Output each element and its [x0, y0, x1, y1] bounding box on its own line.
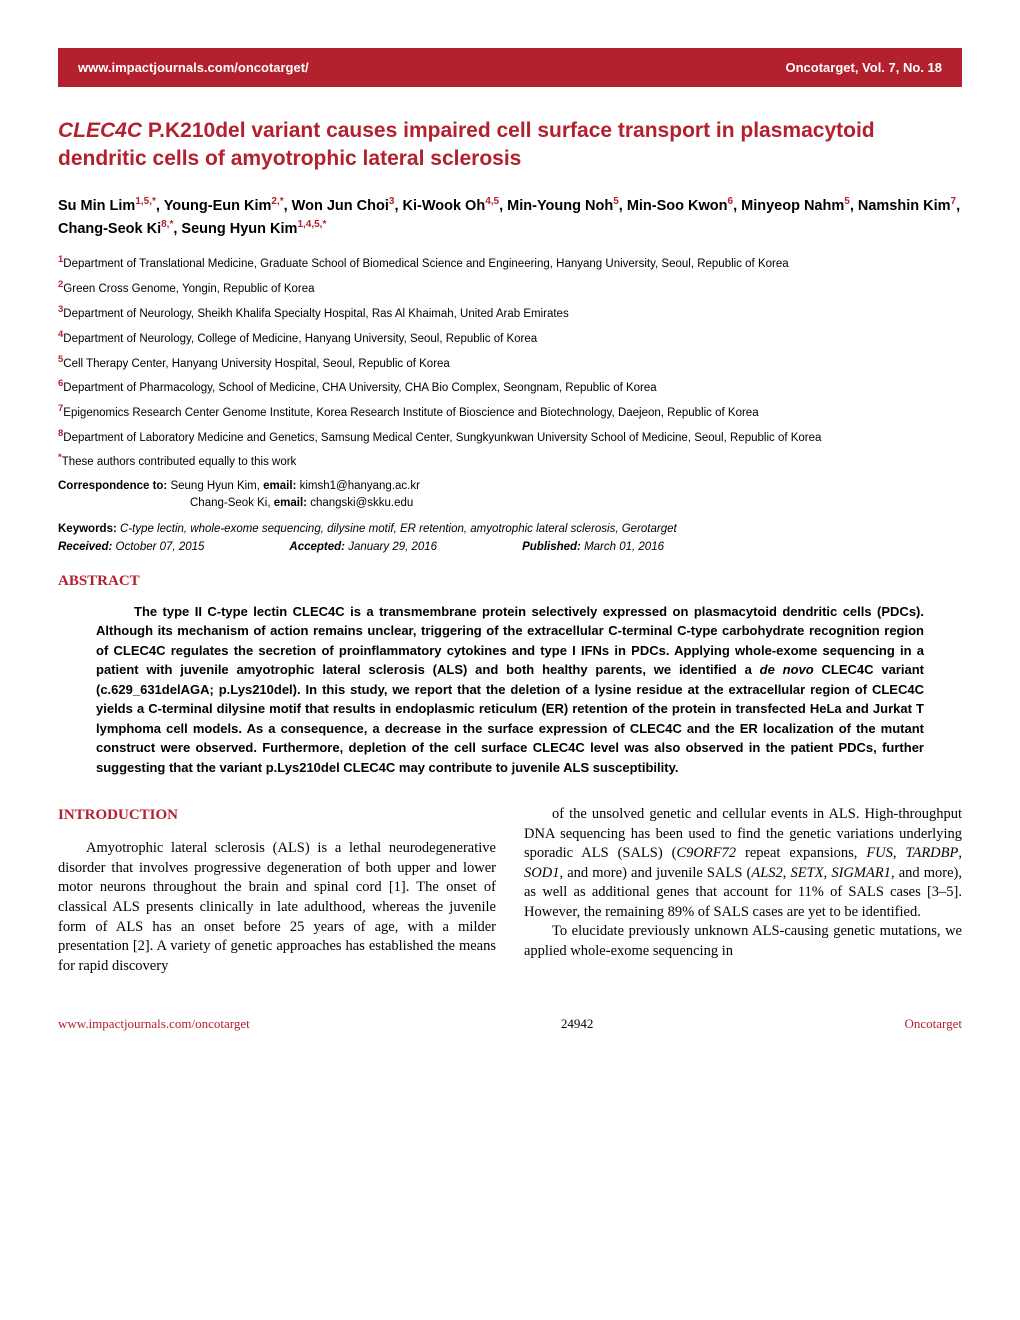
gene-setx: SETX: [791, 865, 824, 881]
page-footer: www.impactjournals.com/oncotarget 24942 …: [58, 1016, 962, 1032]
received-value: October 07, 2015: [112, 541, 204, 553]
date-accepted: Accepted: January 29, 2016: [289, 541, 437, 553]
intro-col2-c: ,: [893, 845, 906, 861]
affiliation: 2Green Cross Genome, Yongin, Republic of…: [58, 278, 962, 297]
accepted-value: January 29, 2016: [345, 541, 437, 553]
gene-fus: FUS: [866, 845, 893, 861]
intro-col2-f: ,: [783, 865, 791, 881]
affiliation-text: Department of Neurology, College of Medi…: [63, 332, 537, 344]
keywords-content: C-type lectin, whole-exome sequencing, d…: [117, 523, 677, 535]
affiliation: 3Department of Neurology, Sheikh Khalifa…: [58, 303, 962, 322]
intro-col2-b: repeat expansions,: [736, 845, 866, 861]
date-received: Received: October 07, 2015: [58, 541, 204, 553]
affiliation: 4Department of Neurology, College of Med…: [58, 328, 962, 347]
affiliation-text: Green Cross Genome, Yongin, Republic of …: [63, 283, 314, 295]
published-value: March 01, 2016: [581, 541, 664, 553]
affiliation-text: Department of Translational Medicine, Gr…: [63, 258, 788, 270]
gene-sigmar1: SIGMAR1: [831, 865, 891, 881]
date-published: Published: March 01, 2016: [522, 541, 664, 553]
author-list: Su Min Lim1,5,*, Young-Eun Kim2,*, Won J…: [58, 194, 962, 241]
footer-url: www.impactjournals.com/oncotarget: [58, 1016, 250, 1032]
abstract-part-b: CLEC4C variant (c.629_631delAGA; p.Lys21…: [96, 662, 924, 775]
intro-col1-p1: Amyotrophic lateral sclerosis (ALS) is a…: [58, 839, 496, 976]
correspondence-line-1: Correspondence to: Seung Hyun Kim, email…: [58, 478, 962, 495]
abstract-denovo: de novo: [760, 662, 814, 677]
email-label-1: email:: [263, 480, 296, 492]
intro-col2-p1: of the unsolved genetic and cellular eve…: [524, 805, 962, 922]
header-bar: www.impactjournals.com/oncotarget/ Oncot…: [58, 48, 962, 87]
title-rest: P.K210del variant causes impaired cell s…: [58, 119, 875, 170]
published-label: Published:: [522, 541, 581, 553]
received-label: Received:: [58, 541, 112, 553]
header-url: www.impactjournals.com/oncotarget/: [78, 60, 309, 75]
footer-journal: Oncotarget: [904, 1016, 962, 1032]
correspondence-label: Correspondence to:: [58, 480, 167, 492]
intro-column-right: of the unsolved genetic and cellular eve…: [524, 805, 962, 976]
affiliation: 1Department of Translational Medicine, G…: [58, 253, 962, 272]
equal-contrib-text: These authors contributed equally to thi…: [62, 456, 297, 468]
abstract-heading: ABSTRACT: [58, 573, 962, 590]
correspondence-name-1: Seung Hyun Kim,: [167, 480, 263, 492]
keywords-label: Keywords:: [58, 523, 117, 535]
page-container: www.impactjournals.com/oncotarget/ Oncot…: [0, 0, 1020, 1072]
dates-block: Received: October 07, 2015 Accepted: Jan…: [58, 541, 962, 553]
correspondence-email-1: kimsh1@hanyang.ac.kr: [296, 480, 420, 492]
equal-contribution-note: *These authors contributed equally to th…: [58, 452, 962, 468]
correspondence-name-2: Chang-Seok Ki,: [190, 497, 274, 509]
intro-col2-p2: To elucidate previously unknown ALS-caus…: [524, 922, 962, 961]
intro-col2-e: , and more) and juvenile SALS (: [559, 865, 751, 881]
intro-col2-d: ,: [958, 845, 962, 861]
affiliation-text: Department of Laboratory Medicine and Ge…: [63, 432, 821, 444]
accepted-label: Accepted:: [289, 541, 345, 553]
article-title: CLEC4C P.K210del variant causes impaired…: [58, 117, 962, 174]
affiliations: 1Department of Translational Medicine, G…: [58, 253, 962, 446]
correspondence-line-2: Chang-Seok Ki, email: changski@skku.edu: [190, 495, 962, 512]
correspondence-block: Correspondence to: Seung Hyun Kim, email…: [58, 478, 962, 513]
affiliation-text: Department of Neurology, Sheikh Khalifa …: [63, 308, 568, 320]
affiliation-text: Department of Pharmacology, School of Me…: [63, 382, 656, 394]
email-label-2: email:: [274, 497, 307, 509]
abstract-text: The type II C-type lectin CLEC4C is a tr…: [58, 602, 962, 778]
keywords-block: Keywords: C-type lectin, whole-exome seq…: [58, 523, 962, 535]
affiliation-text: Cell Therapy Center, Hanyang University …: [63, 357, 450, 369]
gene-c9orf72: C9ORF72: [676, 845, 736, 861]
correspondence-email-2: changski@skku.edu: [307, 497, 413, 509]
affiliation: 5Cell Therapy Center, Hanyang University…: [58, 353, 962, 372]
affiliation-text: Epigenomics Research Center Genome Insti…: [63, 407, 758, 419]
header-journal-issue: Oncotarget, Vol. 7, No. 18: [785, 60, 942, 75]
affiliation: 6Department of Pharmacology, School of M…: [58, 377, 962, 396]
intro-column-left: INTRODUCTION Amyotrophic lateral scleros…: [58, 805, 496, 976]
gene-tardbp: TARDBP: [905, 845, 958, 861]
gene-als2: ALS2: [751, 865, 782, 881]
introduction-section: INTRODUCTION Amyotrophic lateral scleros…: [58, 805, 962, 976]
affiliation: 8Department of Laboratory Medicine and G…: [58, 427, 962, 446]
title-gene: CLEC4C: [58, 119, 142, 142]
footer-page-number: 24942: [561, 1016, 594, 1032]
introduction-heading: INTRODUCTION: [58, 805, 496, 825]
gene-sod1: SOD1: [524, 865, 559, 881]
affiliation: 7Epigenomics Research Center Genome Inst…: [58, 402, 962, 421]
